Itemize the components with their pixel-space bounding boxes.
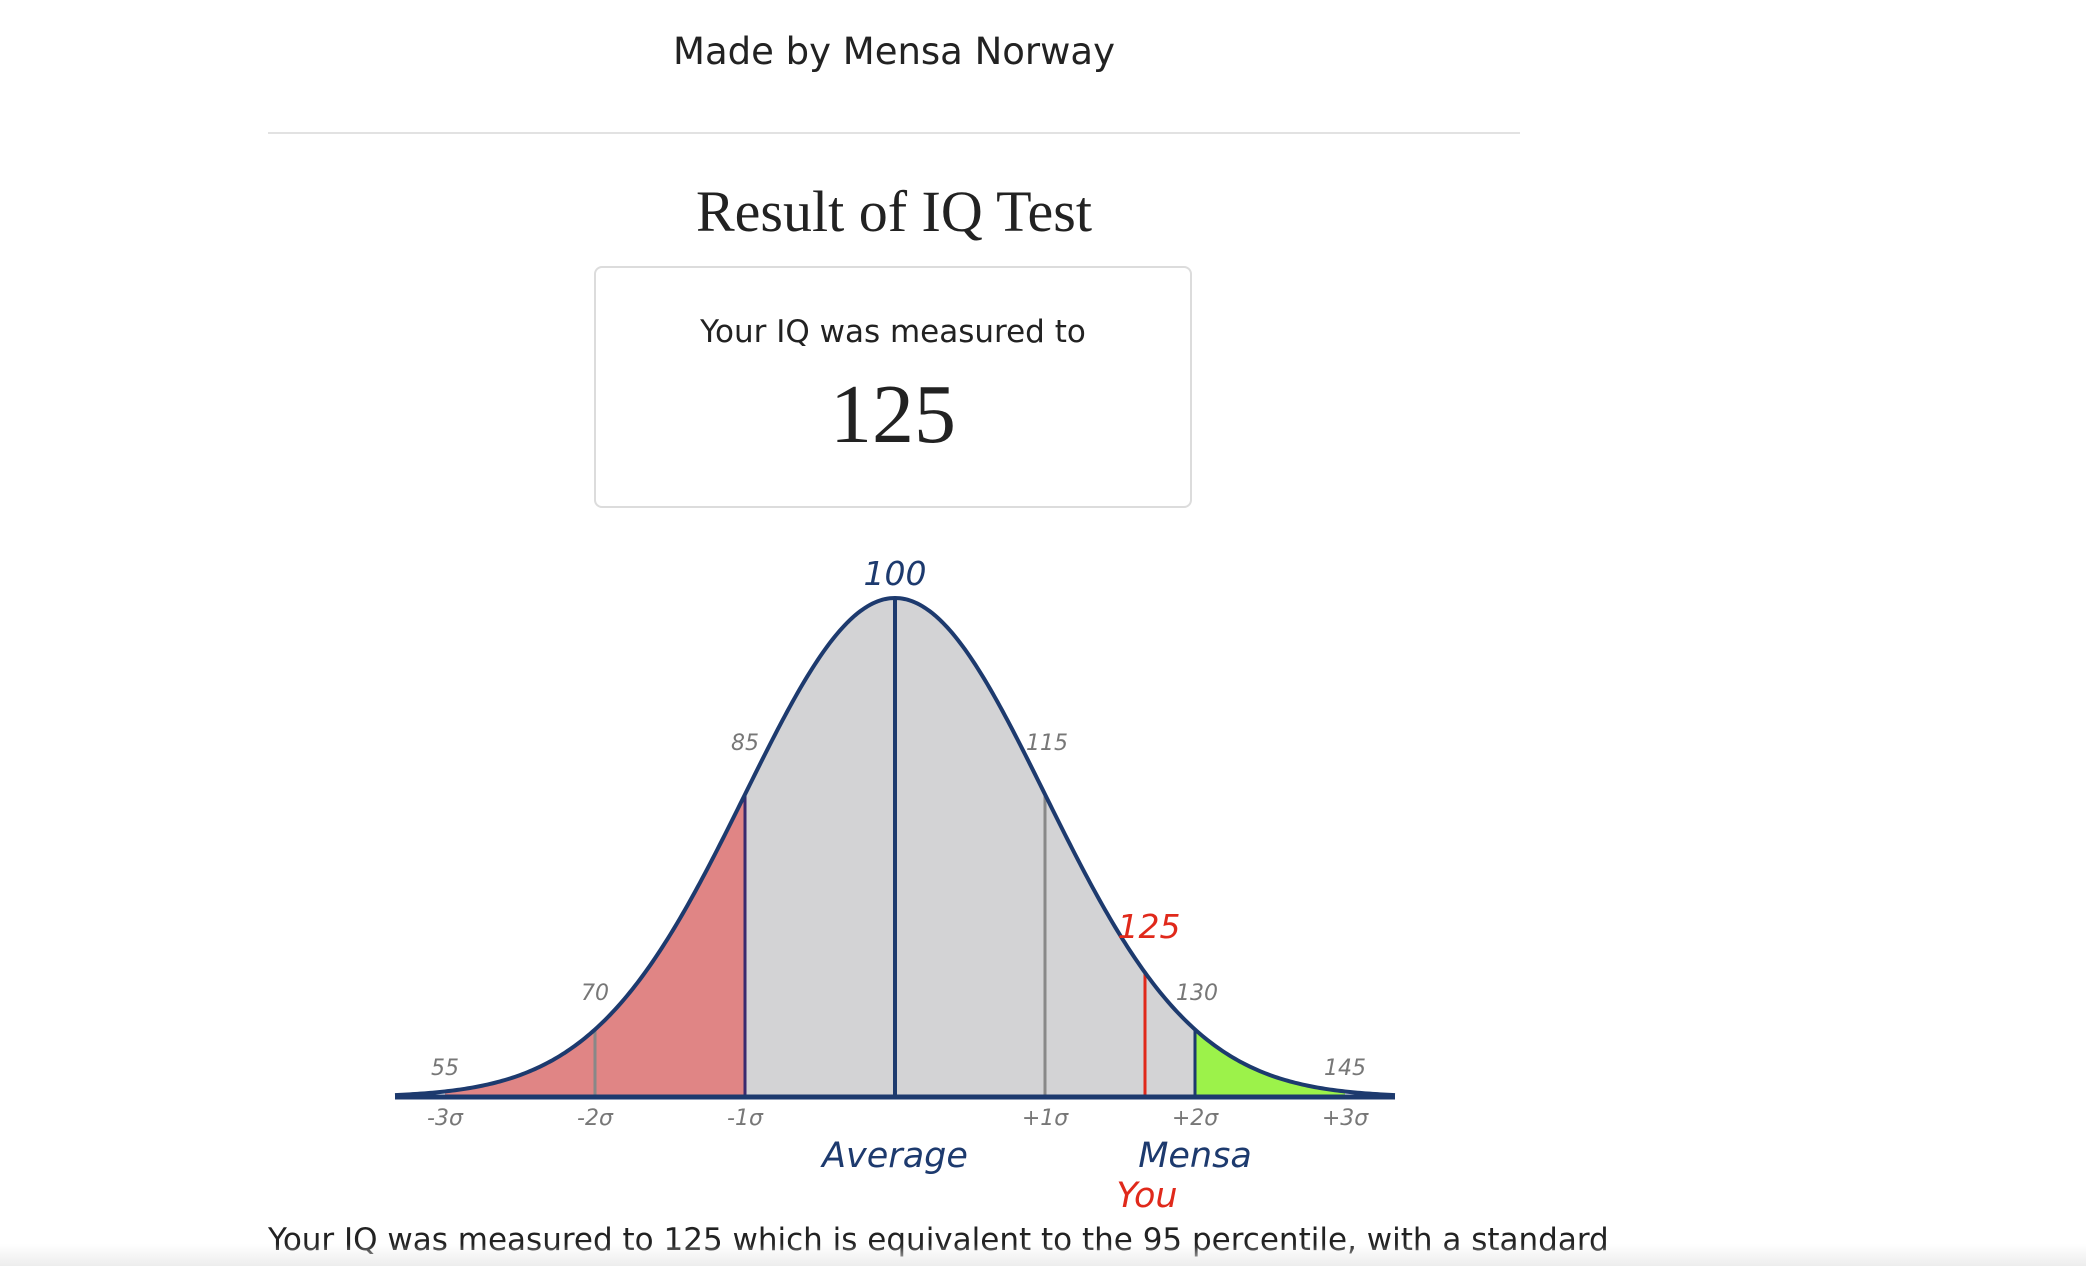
iq-label-100: 100 [864, 554, 927, 593]
shaded-region-1 [745, 598, 1195, 1097]
measured-label: Your IQ was measured to [700, 314, 1086, 350]
iq-score: 125 [830, 368, 956, 461]
iq-label-70: 70 [581, 981, 609, 1006]
sigma-label-4: +2σ [1172, 1106, 1219, 1131]
iq-label-145: 145 [1324, 1056, 1366, 1081]
sigma-label-0: -3σ [427, 1106, 464, 1131]
bottom-fade [0, 1244, 2086, 1266]
iq-label-115: 115 [1026, 731, 1068, 756]
sigma-label-1: -2σ [577, 1106, 614, 1131]
bell-curve [394, 595, 1396, 1098]
you-marker: You [1116, 1176, 1177, 1216]
sigma-label-3: +1σ [1022, 1106, 1069, 1131]
iq-label-85: 85 [731, 731, 759, 756]
page-title: Result of IQ Test [695, 179, 1092, 244]
score-card: Your IQ was measured to 125 [594, 266, 1192, 508]
made-by-text: Made by Mensa Norway [673, 30, 1115, 73]
iq-label-130: 130 [1176, 981, 1218, 1006]
shaded-region-0 [445, 794, 745, 1097]
you-value-label: 125 [1118, 907, 1181, 946]
average-marker: Average [820, 1136, 968, 1176]
shaded-region-2 [1195, 1029, 1345, 1097]
header-divider [268, 132, 1520, 134]
mensa-marker: Mensa [1138, 1136, 1252, 1176]
iq-label-55: 55 [431, 1056, 459, 1081]
sigma-label-2: -1σ [727, 1106, 764, 1131]
sigma-label-5: +3σ [1322, 1106, 1369, 1131]
